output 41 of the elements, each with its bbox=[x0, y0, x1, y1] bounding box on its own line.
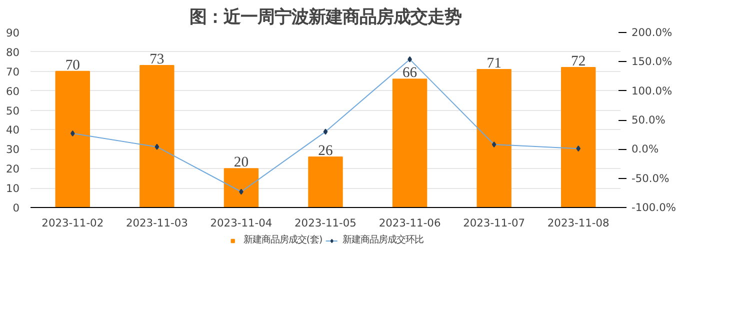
x-tick-label: 2023-11-06 bbox=[378, 216, 441, 230]
y-tick-label: 30 bbox=[6, 143, 20, 156]
y2-tick-label: 100.0% bbox=[632, 84, 672, 98]
data-label: 26 bbox=[318, 142, 333, 159]
bar bbox=[561, 67, 596, 208]
bar bbox=[140, 65, 174, 208]
x-tick-label: 2023-11-03 bbox=[126, 216, 188, 230]
y-tick-label: 80 bbox=[6, 46, 20, 59]
y2-tick-label: 50.0% bbox=[632, 114, 666, 126]
y2-tick-label: 200.0% bbox=[632, 26, 672, 39]
x-tick-label: 2023-11-08 bbox=[547, 216, 610, 230]
data-label: 66 bbox=[402, 65, 418, 82]
data-label: 73 bbox=[150, 52, 164, 68]
chart-title: 图：近一周宁波新建商品房成交走势 bbox=[190, 8, 462, 28]
bar bbox=[224, 168, 259, 208]
legend-label: 新建商品房成交环比 bbox=[342, 234, 424, 246]
y-tick-label: 20 bbox=[6, 162, 20, 176]
data-label: 20 bbox=[234, 154, 249, 171]
y2-tick-label: -100.0% bbox=[632, 201, 676, 214]
y-tick-label: 70 bbox=[6, 65, 20, 78]
x-tick-label: 2023-11-02 bbox=[42, 216, 104, 230]
data-label: 70 bbox=[65, 57, 80, 74]
y2-tick-label: 150.0% bbox=[632, 55, 672, 68]
y-tick-label: 60 bbox=[6, 84, 20, 98]
y-tick-label: 90 bbox=[6, 26, 20, 40]
x-tick-label: 2023-11-05 bbox=[294, 216, 356, 230]
x-tick-label: 2023-11-04 bbox=[210, 216, 272, 230]
x-tick-label: 2023-11-07 bbox=[463, 216, 526, 230]
y-tick-label: 50 bbox=[6, 104, 20, 118]
y2-tick-label: -50.0% bbox=[632, 172, 670, 185]
y-tick-label: 0 bbox=[12, 202, 20, 214]
y-tick-label: 40 bbox=[6, 124, 20, 137]
data-label: 71 bbox=[486, 55, 502, 72]
bar bbox=[392, 78, 428, 208]
legend-label: 新建商品房成交(套) bbox=[243, 234, 323, 246]
bar bbox=[308, 156, 343, 208]
y2-tick-label: 0.0% bbox=[632, 142, 659, 156]
bar bbox=[55, 70, 90, 208]
bar bbox=[476, 68, 512, 208]
y-tick-label: 10 bbox=[6, 182, 20, 196]
data-label: 72 bbox=[571, 54, 586, 70]
